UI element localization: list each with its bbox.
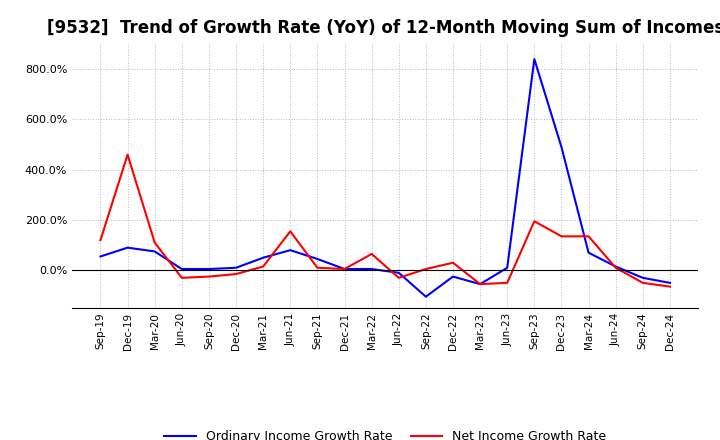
Net Income Growth Rate — [530, 219, 539, 224]
Net Income Growth Rate — [584, 234, 593, 239]
Ordinary Income Growth Rate — [367, 266, 376, 271]
Ordinary Income Growth Rate — [530, 56, 539, 62]
Ordinary Income Growth Rate — [204, 266, 213, 271]
Ordinary Income Growth Rate — [259, 255, 268, 260]
Ordinary Income Growth Rate — [395, 270, 403, 275]
Net Income Growth Rate — [232, 271, 240, 277]
Legend: Ordinary Income Growth Rate, Net Income Growth Rate: Ordinary Income Growth Rate, Net Income … — [159, 425, 611, 440]
Line: Net Income Growth Rate: Net Income Growth Rate — [101, 154, 670, 286]
Ordinary Income Growth Rate — [503, 265, 511, 271]
Ordinary Income Growth Rate — [665, 280, 674, 286]
Ordinary Income Growth Rate — [178, 266, 186, 271]
Net Income Growth Rate — [476, 282, 485, 287]
Ordinary Income Growth Rate — [611, 264, 620, 269]
Ordinary Income Growth Rate — [557, 144, 566, 150]
Ordinary Income Growth Rate — [639, 275, 647, 280]
Net Income Growth Rate — [341, 266, 349, 271]
Net Income Growth Rate — [557, 234, 566, 239]
Net Income Growth Rate — [503, 280, 511, 286]
Net Income Growth Rate — [313, 265, 322, 271]
Net Income Growth Rate — [665, 284, 674, 289]
Net Income Growth Rate — [259, 264, 268, 269]
Title: [9532]  Trend of Growth Rate (YoY) of 12-Month Moving Sum of Incomes: [9532] Trend of Growth Rate (YoY) of 12-… — [47, 19, 720, 37]
Net Income Growth Rate — [367, 251, 376, 257]
Net Income Growth Rate — [150, 240, 159, 245]
Ordinary Income Growth Rate — [449, 274, 457, 279]
Net Income Growth Rate — [639, 280, 647, 286]
Ordinary Income Growth Rate — [150, 249, 159, 254]
Ordinary Income Growth Rate — [476, 282, 485, 287]
Ordinary Income Growth Rate — [232, 265, 240, 271]
Ordinary Income Growth Rate — [286, 248, 294, 253]
Ordinary Income Growth Rate — [313, 257, 322, 262]
Net Income Growth Rate — [395, 275, 403, 280]
Ordinary Income Growth Rate — [123, 245, 132, 250]
Line: Ordinary Income Growth Rate: Ordinary Income Growth Rate — [101, 59, 670, 297]
Ordinary Income Growth Rate — [341, 266, 349, 271]
Ordinary Income Growth Rate — [96, 254, 105, 259]
Net Income Growth Rate — [421, 266, 430, 271]
Net Income Growth Rate — [96, 238, 105, 243]
Net Income Growth Rate — [204, 274, 213, 279]
Net Income Growth Rate — [123, 152, 132, 157]
Ordinary Income Growth Rate — [421, 294, 430, 299]
Net Income Growth Rate — [611, 265, 620, 271]
Net Income Growth Rate — [178, 275, 186, 280]
Net Income Growth Rate — [286, 229, 294, 234]
Ordinary Income Growth Rate — [584, 250, 593, 255]
Net Income Growth Rate — [449, 260, 457, 265]
